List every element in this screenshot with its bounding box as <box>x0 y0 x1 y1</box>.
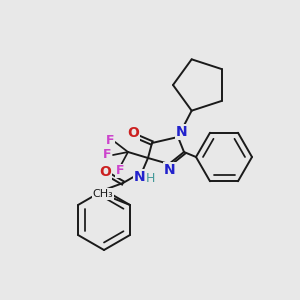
Text: N: N <box>176 125 188 139</box>
Text: CH₃: CH₃ <box>93 189 113 199</box>
Text: H: H <box>145 172 155 185</box>
Text: O: O <box>127 126 139 140</box>
Text: F: F <box>103 148 111 161</box>
Text: N: N <box>164 163 176 177</box>
Text: F: F <box>116 164 124 178</box>
Text: O: O <box>99 165 111 179</box>
Text: F: F <box>106 134 114 148</box>
Text: N: N <box>134 170 146 184</box>
